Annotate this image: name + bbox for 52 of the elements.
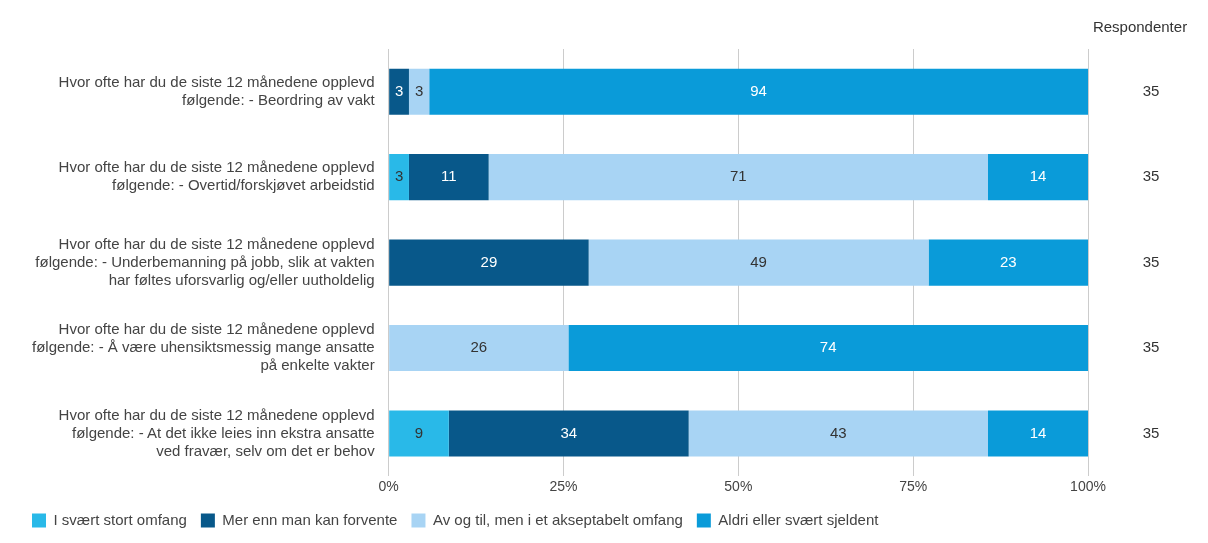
data-label: 43 xyxy=(830,423,847,441)
bar xyxy=(988,410,1088,457)
bar xyxy=(429,68,1088,115)
text: 35 xyxy=(1142,338,1160,356)
data-label: 94 xyxy=(750,81,767,99)
y-tick-label: Hvor ofte har du de siste 12 månedene opplevd følgende: - Overtid/forskjøvet arbeidstid xyxy=(58,158,375,194)
data-label: 3 xyxy=(394,167,404,185)
x-tick-label: 100% xyxy=(1070,478,1106,495)
text: 35 xyxy=(1142,167,1160,185)
bar xyxy=(389,239,589,286)
data-label: 3 xyxy=(414,81,424,99)
y-tick-label: Hvor ofte har du de siste 12 månedene opplevd følgende: - At det ikke leies inn ekstra ansatte ved fravær, selv om det er behov xyxy=(58,405,376,459)
bar xyxy=(988,154,1088,201)
text: Respondenter xyxy=(1092,18,1188,36)
x-tick-label: 50% xyxy=(724,478,753,495)
x-tick-label: 75% xyxy=(899,478,928,495)
data-label: 23 xyxy=(999,252,1017,270)
data-label: 29 xyxy=(480,252,498,270)
data-label: 34 xyxy=(560,423,578,441)
y-tick-label: Hvor ofte har du de siste 12 månedene opplevd følgende: - Å være uhensiktsmessig mange ansatte på enkelte vakter xyxy=(32,320,375,374)
data-label: 71 xyxy=(729,167,747,185)
data-label: 14 xyxy=(1029,423,1047,441)
legend-label: Mer enn man kan forvente xyxy=(222,510,398,528)
text: 35 xyxy=(1142,423,1160,441)
data-label: 14 xyxy=(1029,167,1047,185)
bar xyxy=(408,68,430,115)
legend-label: I svært stort omfang xyxy=(53,510,187,528)
bar xyxy=(448,410,689,457)
bar xyxy=(408,154,489,201)
data-label: 26 xyxy=(470,338,488,356)
data-label: 74 xyxy=(819,338,837,356)
legend-label: Av og til, men i et akseptabelt omfang xyxy=(432,510,683,528)
bar xyxy=(389,410,449,457)
bar xyxy=(688,410,988,457)
bar xyxy=(389,154,409,201)
bar xyxy=(928,239,1088,286)
legend-label: Aldri eller svært sjeldent xyxy=(718,510,880,528)
text: 35 xyxy=(1142,252,1160,270)
bar xyxy=(588,239,929,286)
data-label: 3 xyxy=(394,81,404,99)
bar xyxy=(389,324,569,372)
bar xyxy=(389,68,409,115)
data-label: 9 xyxy=(414,423,424,441)
bar xyxy=(488,154,988,201)
data-label: 49 xyxy=(750,252,767,270)
bar xyxy=(568,324,1088,372)
x-tick-label: 0% xyxy=(378,478,399,495)
x-tick-label: 25% xyxy=(549,478,578,495)
y-tick-label: Hvor ofte har du de siste 12 månedene opplevd følgende: - Underbemanning på jobb, slik at vakten har føltes uforsvarlig og/eller uutholdelig xyxy=(35,234,375,288)
data-label: 11 xyxy=(441,167,457,185)
y-tick-label: Hvor ofte har du de siste 12 månedene opplevd følgende: - Beordring av vakt xyxy=(58,72,376,108)
text: 35 xyxy=(1142,81,1160,99)
